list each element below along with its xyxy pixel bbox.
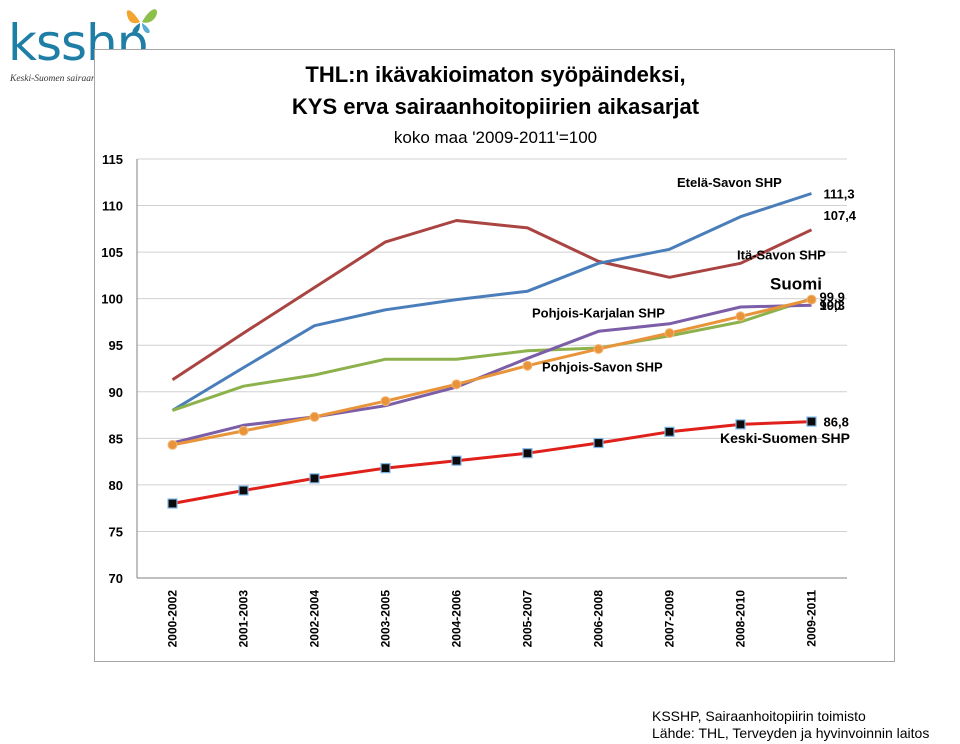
x-tick-label: 2000-2002 [166, 590, 180, 648]
series-line [171, 192, 812, 412]
footer-organization: KSSHP, Sairaanhoitopiirin toimisto [652, 708, 866, 724]
series-annotation: Itä-Savon SHP [737, 248, 826, 263]
x-tick-label: 2001-2003 [237, 590, 251, 648]
series-end-label: 99,9 [820, 290, 845, 305]
x-tick-label: 2006-2008 [592, 590, 606, 648]
series-line [172, 297, 812, 412]
data-point [593, 437, 604, 449]
data-point [451, 455, 462, 466]
data-point [806, 416, 817, 427]
y-tick-label: 70 [109, 571, 123, 586]
data-point [593, 343, 604, 354]
y-tick-label: 75 [109, 524, 123, 539]
y-tick-label: 80 [109, 478, 123, 493]
line-chart: THL:n ikävakioimaton syöpäindeksi, KYS er… [101, 62, 857, 648]
series-annotation: 100 [820, 298, 842, 313]
y-tick-label: 105 [101, 245, 123, 260]
chart-frame: THL:n ikävakioimaton syöpäindeksi, KYS er… [94, 49, 895, 662]
x-tick-label: 2003-2005 [379, 590, 393, 648]
y-tick-label: 95 [109, 338, 123, 353]
chart-note: koko maa '2009-2011'=100 [394, 128, 597, 147]
data-point [380, 463, 391, 474]
series-annotation: Pohjois-Karjalan SHP [532, 305, 665, 320]
x-tick-label: 2008-2010 [734, 590, 748, 648]
data-point [309, 473, 320, 484]
series-line [172, 298, 812, 447]
series-line [171, 219, 813, 381]
data-point [522, 360, 533, 371]
x-tick-label: 2009-2011 [805, 590, 819, 647]
series-end-label: 99,3 [820, 298, 845, 313]
series-line [172, 303, 812, 445]
x-tick-label: 2004-2006 [450, 590, 464, 648]
chart-title: THL:n ikävakioimaton syöpäindeksi, [305, 62, 685, 87]
y-tick-label: 100 [101, 292, 123, 307]
data-point [522, 448, 533, 459]
y-tick-label: 110 [102, 199, 123, 214]
y-tick-label: 85 [109, 431, 123, 446]
chart-subtitle: KYS erva sairaanhoitopiirien aikasarjat [292, 94, 700, 119]
data-point [664, 426, 675, 437]
data-point [238, 425, 249, 436]
series-annotation: Pohjois-Savon SHP [542, 359, 663, 374]
footer-source: Lähde: THL, Terveyden ja hyvinvoinnin la… [652, 725, 930, 741]
logo-subtitle: Keski-Suomen sairaanhoitopiiri [10, 74, 132, 84]
series-end-label: 86,8 [824, 415, 849, 430]
series-end-label: 107,4 [824, 208, 857, 223]
data-point [167, 439, 178, 450]
data-point [167, 498, 178, 509]
data-point [735, 419, 746, 430]
butterfly-icon [126, 9, 158, 34]
series-line [172, 420, 812, 505]
series-annotation: Etelä-Savon SHP [677, 175, 782, 190]
data-point [238, 485, 249, 496]
series-annotation: Suomi [770, 274, 822, 293]
y-tick-label: 115 [102, 152, 123, 167]
data-point [309, 411, 320, 422]
data-point [664, 328, 675, 339]
data-point [451, 379, 462, 390]
series-end-label: 111,3 [824, 186, 855, 201]
x-tick-label: 2005-2007 [521, 590, 535, 648]
data-point [735, 311, 746, 322]
data-point [806, 294, 817, 305]
data-point [380, 396, 391, 407]
x-tick-label: 2002-2004 [308, 590, 322, 648]
series-annotation: Keski-Suomen SHP [720, 430, 850, 446]
footer: KSSHP, Sairaanhoitopiirin toimisto Lähde… [652, 708, 929, 742]
x-tick-label: 2007-2009 [663, 590, 677, 648]
y-tick-label: 90 [109, 385, 123, 400]
